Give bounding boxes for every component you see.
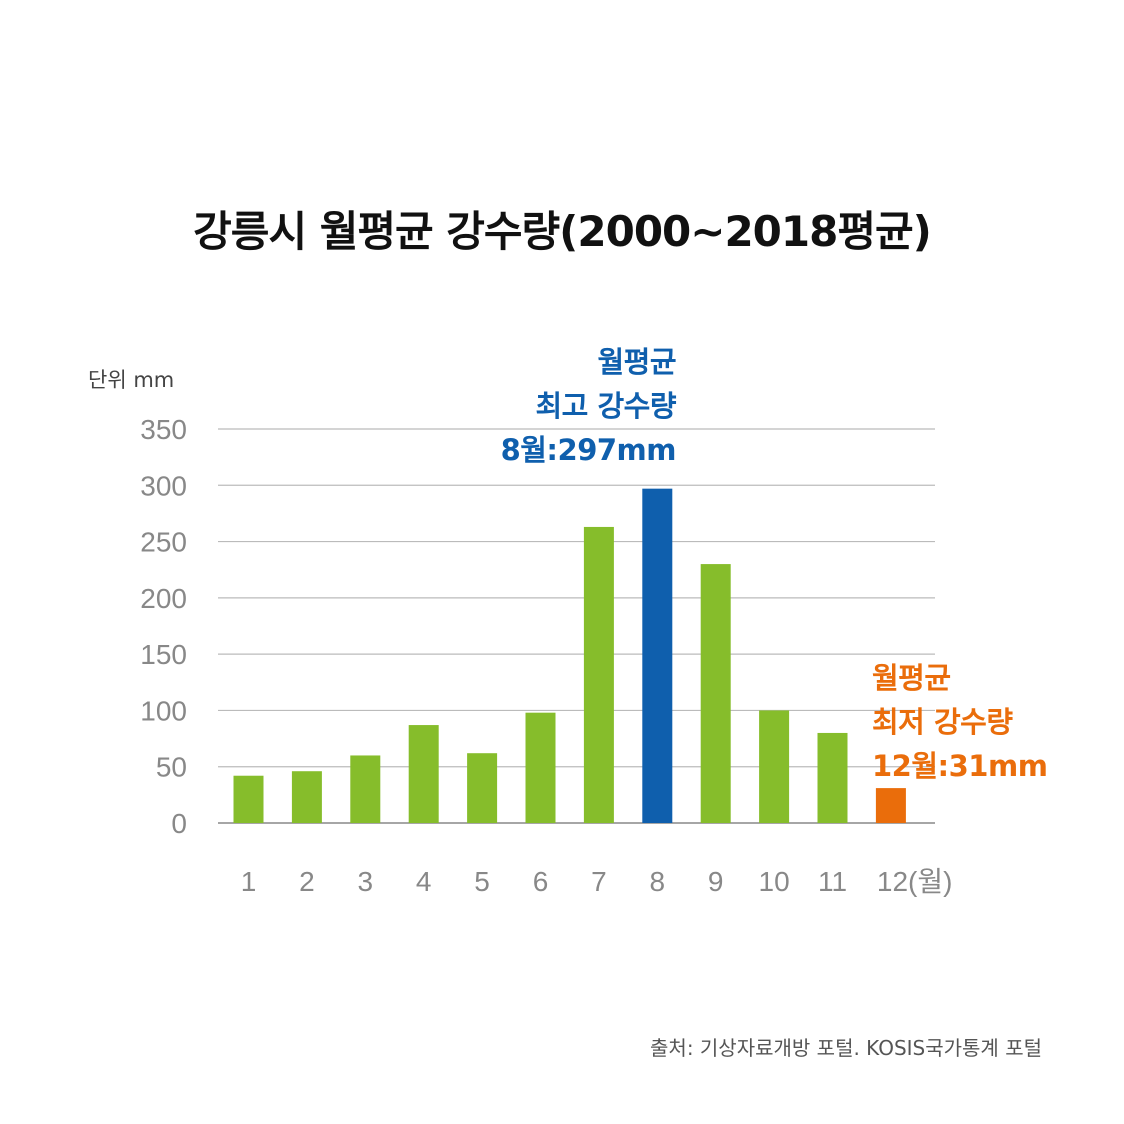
y-tick-label: 200	[140, 583, 187, 614]
y-tick-label: 300	[140, 470, 187, 501]
y-tick-label: 250	[140, 527, 187, 558]
min-annotation: 월평균 최저 강수량 12월:31mm	[872, 656, 1048, 788]
bar-2	[291, 771, 322, 823]
x-tick-label: 4	[416, 866, 432, 897]
bar-9	[700, 564, 731, 823]
bar-6	[525, 712, 556, 823]
x-tick-label: 10	[759, 866, 790, 897]
y-tick-label: 50	[156, 752, 187, 783]
x-tick-label: 3	[358, 866, 374, 897]
min-annotation-line2: 최저 강수량	[872, 705, 1013, 739]
y-tick-label: 100	[140, 695, 187, 726]
y-tick-label: 0	[171, 808, 187, 839]
bar-10	[759, 710, 790, 823]
x-tick-labels: 1 2 3 4 5 6 7 8 9 10 11 12(월)	[241, 866, 953, 897]
x-tick-label: 9	[708, 866, 724, 897]
bar-12	[875, 788, 906, 823]
x-tick-label: 11	[818, 866, 847, 897]
min-annotation-line3: 12월:31mm	[872, 749, 1048, 783]
bar-3	[350, 755, 381, 823]
bar-4	[408, 725, 439, 823]
max-annotation: 월평균 최고 강수량 8월:297mm	[500, 340, 677, 472]
y-tick-label: 350	[140, 414, 187, 445]
bar-1	[233, 775, 264, 823]
bar-8	[642, 488, 673, 823]
min-annotation-line1: 월평균	[872, 661, 951, 695]
unit-label: 단위 mm	[88, 368, 175, 392]
x-tick-label: 2	[299, 866, 315, 897]
x-tick-label: 12(월)	[877, 866, 953, 897]
bar-7	[583, 526, 614, 823]
source-note: 출처: 기상자료개방 포털. KOSIS국가통계 포털	[650, 1036, 1042, 1060]
grid-lines	[218, 428, 935, 824]
x-tick-label: 8	[650, 866, 666, 897]
max-annotation-line2: 최고 강수량	[535, 389, 677, 423]
max-annotation-line1: 월평균	[597, 345, 676, 379]
x-tick-label: 5	[474, 866, 490, 897]
x-tick-label: 1	[241, 866, 257, 897]
bar-11	[817, 732, 848, 823]
chart-title: 강릉시 월평균 강수량(2000~2018평균)	[193, 207, 932, 256]
x-tick-label: 6	[533, 866, 549, 897]
y-tick-labels: 0 50 100 150 200 250 300 350	[140, 414, 187, 839]
bars	[233, 488, 906, 823]
bar-5	[467, 753, 498, 823]
x-tick-label: 7	[591, 866, 607, 897]
max-annotation-line3: 8월:297mm	[500, 433, 677, 467]
y-tick-label: 150	[140, 639, 187, 670]
